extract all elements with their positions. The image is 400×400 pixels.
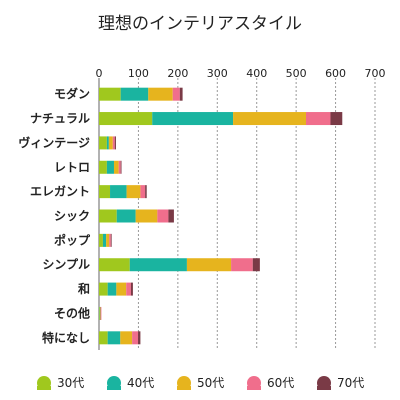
bar-segment: [157, 209, 169, 223]
bar-segment: [102, 233, 107, 247]
bar-segment: [179, 87, 183, 101]
category-label: ヴィンテージ: [18, 135, 90, 150]
legend-marker-base: [37, 386, 51, 390]
bar-segment: [152, 112, 234, 126]
x-tick-label: 300: [207, 67, 228, 80]
bar-segment: [99, 258, 130, 272]
bar-segment: [99, 282, 108, 296]
category-label: ナチュラル: [30, 112, 90, 126]
bar-segment: [99, 331, 108, 345]
bar-segment: [100, 306, 102, 320]
legend-label: 60代: [267, 376, 294, 390]
bar-segment: [233, 112, 306, 126]
bar-segment: [107, 331, 121, 345]
bar-segment: [99, 209, 117, 223]
bar-segment: [252, 258, 260, 272]
legend-marker-base: [247, 386, 261, 390]
bar-segment: [99, 160, 107, 174]
bar-segment: [112, 136, 115, 150]
legend-label: 30代: [57, 376, 84, 390]
bar-segment: [99, 306, 100, 320]
bar-segment: [120, 160, 122, 174]
bar-segment: [109, 233, 111, 247]
category-label: 和: [77, 281, 90, 296]
bar-segment: [106, 136, 109, 150]
x-tick-label: 700: [365, 67, 386, 80]
x-axis-ticks: 0 100 200 300 400 500 600 700: [96, 67, 386, 80]
legend-marker-base: [317, 386, 331, 390]
legend-label: 40代: [127, 376, 154, 390]
bar-segment: [306, 112, 331, 126]
category-label: ポップ: [54, 232, 91, 247]
bar-segment: [330, 112, 343, 126]
bar-segment: [130, 282, 133, 296]
bar-segment: [99, 112, 153, 126]
bar-segment: [99, 87, 121, 101]
bar-segment: [107, 282, 117, 296]
bar-segment: [186, 258, 232, 272]
chart-title: 理想のインテリアスタイル: [98, 14, 302, 34]
bar-segment: [106, 160, 114, 174]
bar-segment: [140, 185, 146, 199]
x-tick-label: 0: [96, 67, 103, 80]
bar-segment: [126, 282, 131, 296]
x-tick-label: 600: [325, 67, 346, 80]
bar-segment: [120, 331, 133, 345]
legend-label: 70代: [337, 376, 364, 390]
bar-segment: [145, 185, 147, 199]
bar-segment: [118, 160, 121, 174]
category-label: シンプル: [42, 257, 90, 272]
bar-segment: [116, 209, 136, 223]
x-tick-label: 100: [128, 67, 149, 80]
bar-segment: [126, 185, 141, 199]
bar-segment: [110, 233, 112, 247]
bar-segment: [135, 209, 158, 223]
category-label: レトロ: [54, 160, 90, 174]
bar-segment: [116, 282, 127, 296]
legend-marker-base: [177, 386, 191, 390]
bar-segment: [129, 258, 187, 272]
category-label: モダン: [54, 86, 90, 101]
bar-segment: [148, 87, 173, 101]
bars: [99, 87, 343, 345]
legend-label: 50代: [197, 376, 224, 390]
bar-segment: [108, 136, 113, 150]
bar-segment: [114, 136, 116, 150]
bar-segment: [110, 185, 127, 199]
category-label: 特になし: [42, 330, 90, 345]
x-tick-label: 500: [286, 67, 307, 80]
bar-segment: [172, 87, 180, 101]
legend: 30代 40代 50代 60代 70代: [37, 376, 364, 390]
x-tick-label: 200: [167, 67, 188, 80]
category-label: その他: [54, 305, 90, 320]
bar-segment: [99, 233, 103, 247]
bar-segment: [99, 185, 111, 199]
x-tick-label: 400: [246, 67, 267, 80]
category-label: シック: [54, 209, 90, 223]
bar-segment: [99, 136, 107, 150]
bar-segment: [132, 331, 139, 345]
bar-segment: [106, 233, 110, 247]
bar-segment: [120, 87, 149, 101]
bar-segment: [138, 331, 141, 345]
bar-segment: [231, 258, 253, 272]
bar-segment: [168, 209, 174, 223]
category-label: エレガント: [30, 184, 90, 199]
legend-marker-base: [107, 386, 121, 390]
bar-segment: [113, 160, 119, 174]
